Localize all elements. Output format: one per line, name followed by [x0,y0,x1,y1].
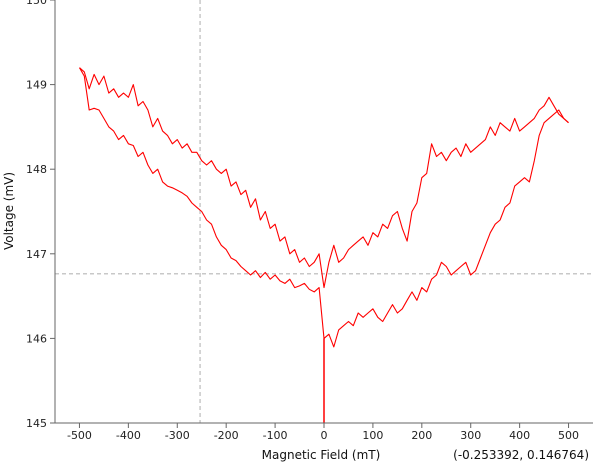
series-layer [79,67,569,423]
x-tick-label: 500 [558,429,579,442]
x-tick-label: 0 [321,429,328,442]
x-tick-label: -200 [214,429,239,442]
cursor-crosshair[interactable] [55,0,593,423]
x-axis-label: Magnetic Field (mT) [262,448,381,462]
x-tick-label: -100 [263,429,288,442]
y-axis-label: Voltage (mV) [2,172,16,250]
y-tick-label: 146 [26,332,47,345]
y-tick-label: 148 [26,163,47,176]
x-tick-label: 300 [460,429,481,442]
x-axis-ticks: -500 -400 -300 -200 -100 0 100 200 300 400 500 [67,423,579,442]
y-axis-ticks: 145 146 147 148 149 150 [26,0,55,430]
x-tick-label: -300 [165,429,190,442]
x-tick-label: 100 [362,429,383,442]
y-tick-label: 145 [26,417,47,430]
x-tick-label: 400 [509,429,530,442]
x-tick-label: -400 [116,429,141,442]
y-tick-label: 147 [26,248,47,261]
x-tick-label: 200 [411,429,432,442]
y-tick-label: 150 [26,0,47,7]
cursor-coordinate-readout: (-0.253392, 0.146764) [453,448,589,462]
y-tick-label: 149 [26,79,47,92]
series-line-1 [79,67,569,289]
x-tick-label: -500 [67,429,92,442]
